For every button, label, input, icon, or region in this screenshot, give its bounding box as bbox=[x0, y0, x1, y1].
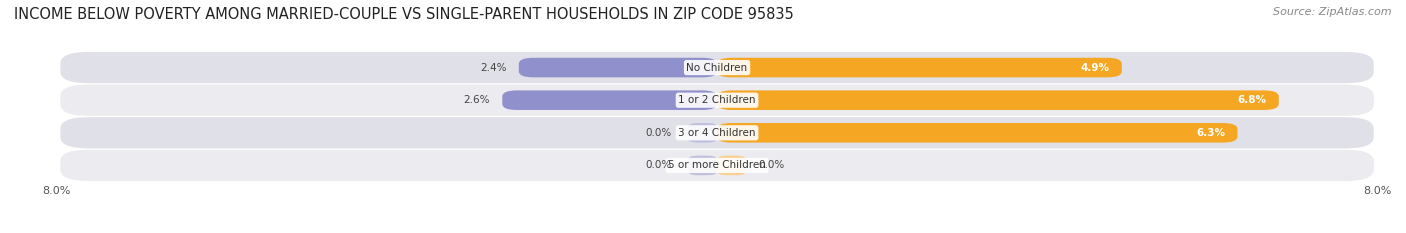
Text: 2.6%: 2.6% bbox=[464, 95, 489, 105]
Text: 4.9%: 4.9% bbox=[1080, 63, 1109, 72]
FancyBboxPatch shape bbox=[502, 90, 717, 110]
Text: 3 or 4 Children: 3 or 4 Children bbox=[678, 128, 756, 138]
Text: 1 or 2 Children: 1 or 2 Children bbox=[678, 95, 756, 105]
FancyBboxPatch shape bbox=[60, 85, 1374, 116]
Text: Source: ZipAtlas.com: Source: ZipAtlas.com bbox=[1274, 7, 1392, 17]
Text: 0.0%: 0.0% bbox=[645, 161, 672, 170]
Text: 5 or more Children: 5 or more Children bbox=[668, 161, 766, 170]
FancyBboxPatch shape bbox=[688, 123, 717, 143]
FancyBboxPatch shape bbox=[717, 156, 747, 175]
FancyBboxPatch shape bbox=[688, 156, 717, 175]
FancyBboxPatch shape bbox=[60, 117, 1374, 148]
Text: 6.8%: 6.8% bbox=[1237, 95, 1267, 105]
FancyBboxPatch shape bbox=[717, 58, 1122, 77]
Text: INCOME BELOW POVERTY AMONG MARRIED-COUPLE VS SINGLE-PARENT HOUSEHOLDS IN ZIP COD: INCOME BELOW POVERTY AMONG MARRIED-COUPL… bbox=[14, 7, 794, 22]
Text: 6.3%: 6.3% bbox=[1197, 128, 1225, 138]
FancyBboxPatch shape bbox=[60, 150, 1374, 181]
Text: 2.4%: 2.4% bbox=[479, 63, 506, 72]
FancyBboxPatch shape bbox=[717, 90, 1279, 110]
Text: 0.0%: 0.0% bbox=[645, 128, 672, 138]
FancyBboxPatch shape bbox=[717, 123, 1237, 143]
Text: No Children: No Children bbox=[686, 63, 748, 72]
FancyBboxPatch shape bbox=[519, 58, 717, 77]
FancyBboxPatch shape bbox=[60, 52, 1374, 83]
Text: 0.0%: 0.0% bbox=[758, 161, 785, 170]
